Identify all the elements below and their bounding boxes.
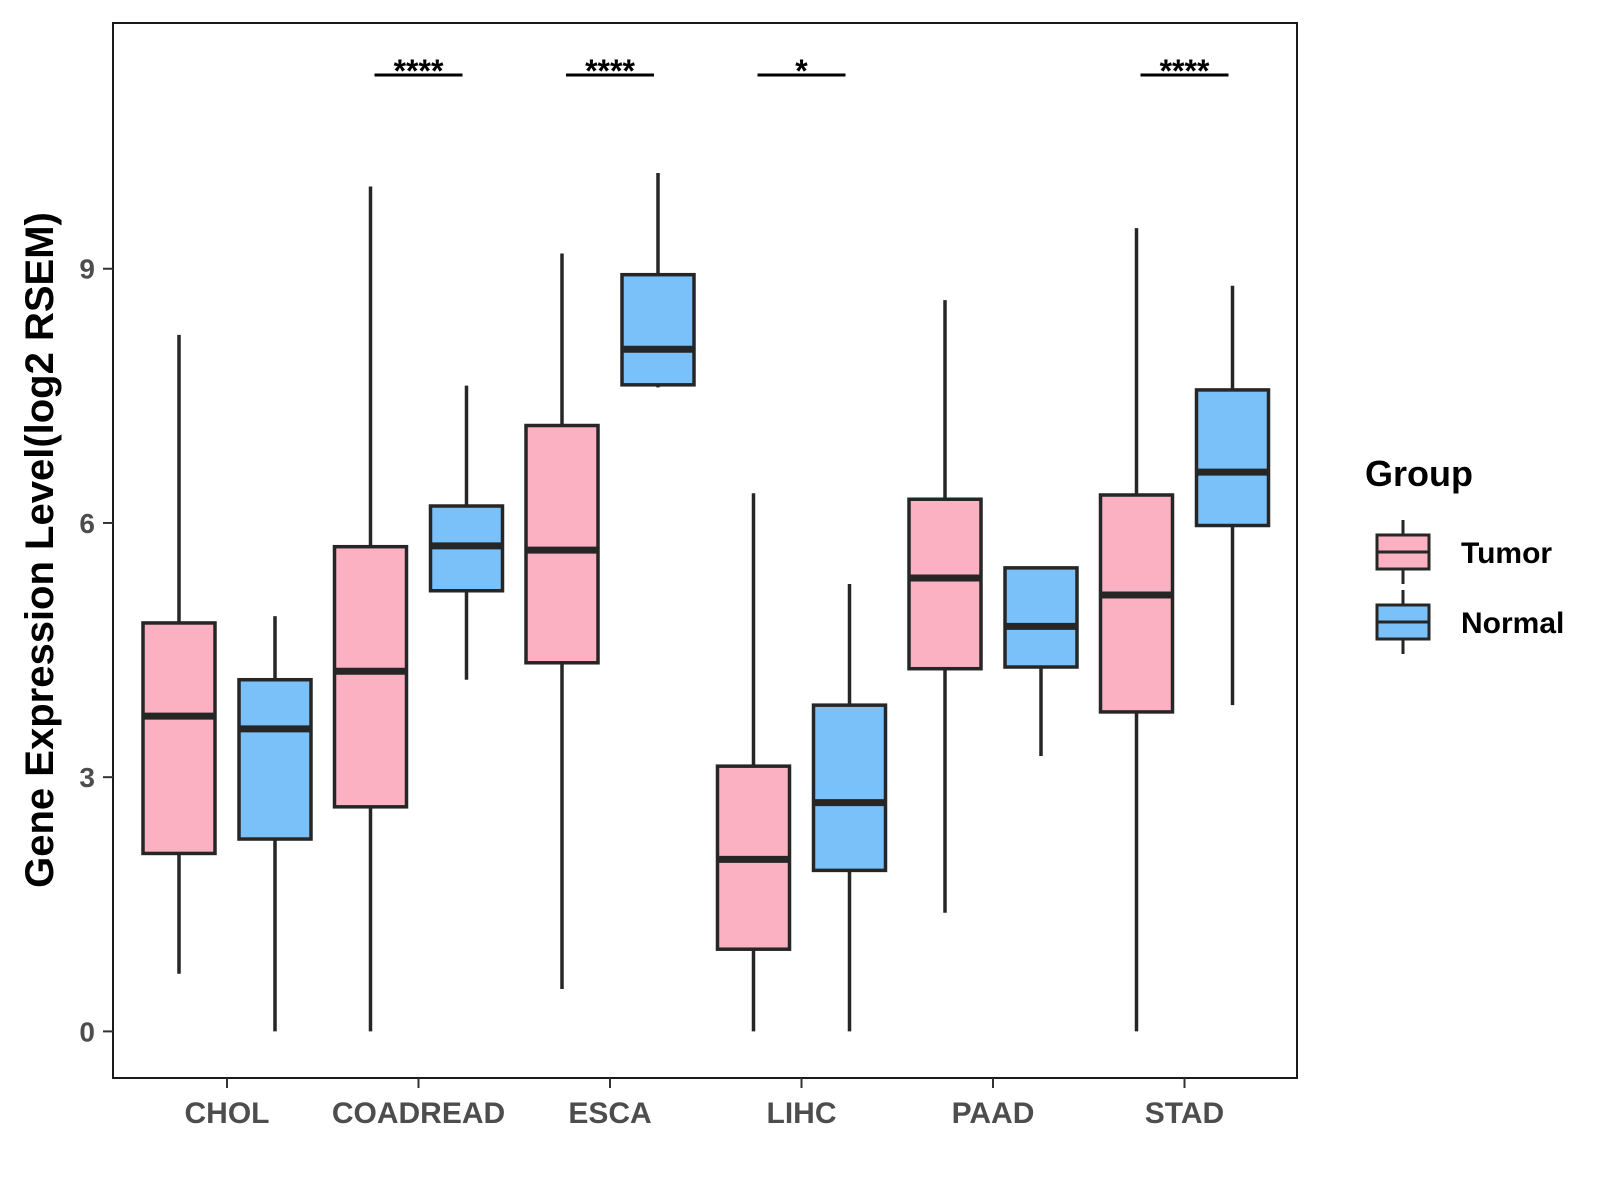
x-tick-label: CHOL — [185, 1097, 270, 1130]
y-axis-title: Gene Expression Level(log2 RSEM) — [18, 212, 62, 888]
significance-label: **** — [1160, 53, 1210, 89]
legend-keys: Tumor Normal — [1375, 520, 1564, 654]
significance-annotations: **** **** * **** — [374, 53, 1229, 89]
y-tick-label: 9 — [79, 254, 95, 285]
box-iqr — [332, 544, 409, 809]
significance-label: **** — [585, 53, 635, 89]
significance-coadread: **** — [374, 53, 463, 89]
box-iqr — [620, 272, 696, 387]
box-tumor-coadread — [332, 186, 409, 1032]
x-tick-label: ESCA — [568, 1097, 651, 1130]
box-normal-stad — [1194, 285, 1271, 706]
significance-label: * — [795, 53, 808, 89]
x-tick-label: LIHC — [767, 1097, 837, 1130]
legend-title: Group — [1365, 453, 1473, 494]
box-tumor-chol — [141, 334, 217, 974]
legend-key-normal: Normal — [1375, 590, 1564, 654]
box-iqr — [141, 621, 217, 856]
box-iqr — [1194, 388, 1271, 528]
box-iqr — [237, 677, 313, 841]
legend-label: Normal — [1461, 607, 1564, 640]
box-normal-coadread — [428, 385, 505, 680]
x-tick-label: PAAD — [952, 1097, 1035, 1130]
y-tick-label: 3 — [79, 762, 95, 793]
box-tumor-stad — [1098, 228, 1175, 1032]
box-normal-chol — [237, 616, 313, 1032]
box-tumor-esca — [524, 253, 600, 990]
x-axis: CHOL COADREAD ESCA LIHC PAAD STAD — [185, 1078, 1224, 1130]
significance-label: **** — [394, 53, 444, 89]
box-normal-paad — [1003, 566, 1079, 756]
box-iqr — [524, 423, 600, 665]
box-iqr — [1003, 566, 1079, 669]
box-tumor-paad — [907, 300, 983, 913]
box-series — [141, 172, 1271, 1032]
box-iqr — [907, 497, 983, 671]
x-tick-label: COADREAD — [332, 1097, 505, 1130]
box-normal-esca — [620, 172, 696, 388]
y-tick-label: 0 — [79, 1016, 95, 1047]
x-tick-label: STAD — [1145, 1097, 1224, 1130]
legend: Group Tumor Normal — [1365, 453, 1564, 654]
significance-esca: **** — [566, 53, 654, 89]
y-axis: 0 3 6 9 — [79, 254, 113, 1047]
box-iqr — [1098, 493, 1175, 714]
significance-lihc: * — [757, 53, 846, 89]
box-iqr — [811, 703, 888, 873]
box-tumor-lihc — [715, 493, 792, 1032]
legend-label: Tumor — [1461, 537, 1552, 570]
y-tick-label: 6 — [79, 508, 95, 539]
significance-stad: **** — [1140, 53, 1229, 89]
box-normal-lihc — [811, 583, 888, 1032]
legend-key-tumor: Tumor — [1375, 520, 1552, 584]
